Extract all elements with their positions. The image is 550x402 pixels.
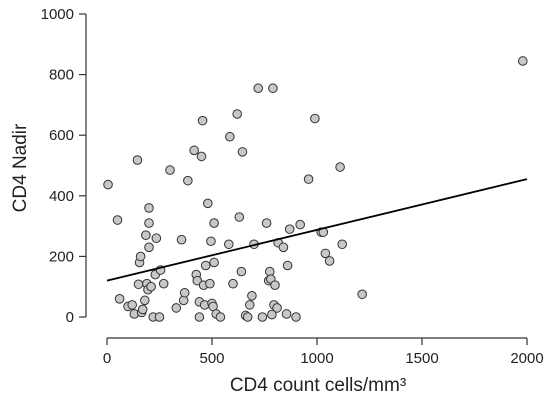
data-point <box>320 248 331 259</box>
data-point <box>261 218 272 228</box>
trendline <box>106 178 528 282</box>
data-point <box>205 278 215 289</box>
data-point <box>132 155 143 165</box>
x-tick-label: 1000 <box>300 350 333 367</box>
y-tick-label: 1000 <box>41 6 74 23</box>
y-tick-label: 200 <box>49 248 74 265</box>
axes: 0 500 1000 1500 2000 0 200 400 600 800 1000 <box>41 6 544 367</box>
data-point <box>171 303 182 313</box>
data-point <box>189 145 199 156</box>
data-point <box>133 279 144 290</box>
data-point <box>209 218 219 228</box>
data-point <box>183 175 193 186</box>
trendline-group <box>106 178 528 282</box>
data-point <box>141 230 151 240</box>
data-point <box>337 239 348 250</box>
data-point <box>228 278 238 289</box>
data-point <box>242 312 253 322</box>
data-point <box>224 239 234 250</box>
x-tick-label: 500 <box>199 350 224 367</box>
data-point <box>165 165 175 175</box>
data-point <box>215 312 226 322</box>
data-point <box>295 219 306 230</box>
data-point <box>194 312 205 322</box>
y-tick-label: 0 <box>66 309 74 326</box>
data-point <box>154 312 165 322</box>
x-tick-label: 2000 <box>510 350 543 367</box>
data-point <box>225 131 235 142</box>
x-tick-label: 1500 <box>405 350 438 367</box>
data-point <box>127 300 137 310</box>
y-tick-label: 600 <box>49 127 74 144</box>
data-point <box>284 224 295 234</box>
data-point <box>144 242 154 253</box>
data-point <box>310 113 320 124</box>
data-point <box>196 151 207 162</box>
x-axis-title: CD4 count cells/mm³ <box>230 375 406 396</box>
data-point <box>114 294 125 304</box>
data-point <box>270 280 280 290</box>
y-tick-label: 400 <box>49 188 74 205</box>
data-point <box>146 281 156 292</box>
data-point <box>209 257 219 268</box>
data-point <box>257 312 268 322</box>
data-point <box>137 304 148 315</box>
data-point <box>245 300 255 310</box>
data-points <box>103 56 528 322</box>
data-point <box>176 234 187 245</box>
y-tick-label: 800 <box>49 67 74 84</box>
data-point <box>112 215 123 225</box>
data-point <box>267 309 277 320</box>
data-point <box>200 260 211 271</box>
x-tick-label: 0 <box>103 350 111 367</box>
data-point <box>518 56 528 66</box>
data-point <box>135 251 146 262</box>
data-point <box>197 115 208 126</box>
data-point <box>278 242 289 253</box>
data-point <box>335 162 345 172</box>
data-point <box>247 290 257 301</box>
data-point <box>282 260 293 271</box>
data-point <box>232 109 242 119</box>
data-point <box>272 303 282 313</box>
data-point <box>291 312 301 322</box>
data-point <box>158 278 169 289</box>
data-point <box>324 256 335 266</box>
data-point <box>206 236 216 247</box>
data-point <box>268 83 278 94</box>
data-point <box>179 287 190 298</box>
data-point <box>144 218 154 228</box>
data-point <box>303 174 314 184</box>
data-point <box>151 233 162 244</box>
y-axis-title: CD4 Nadir <box>10 123 31 212</box>
data-point <box>236 266 247 277</box>
data-point <box>281 309 292 319</box>
data-point <box>234 212 245 222</box>
data-point <box>357 289 367 300</box>
data-point <box>103 179 113 190</box>
data-point <box>237 147 248 157</box>
data-point <box>203 198 213 209</box>
data-point <box>253 83 264 94</box>
data-point <box>144 203 154 213</box>
data-point <box>140 295 150 306</box>
